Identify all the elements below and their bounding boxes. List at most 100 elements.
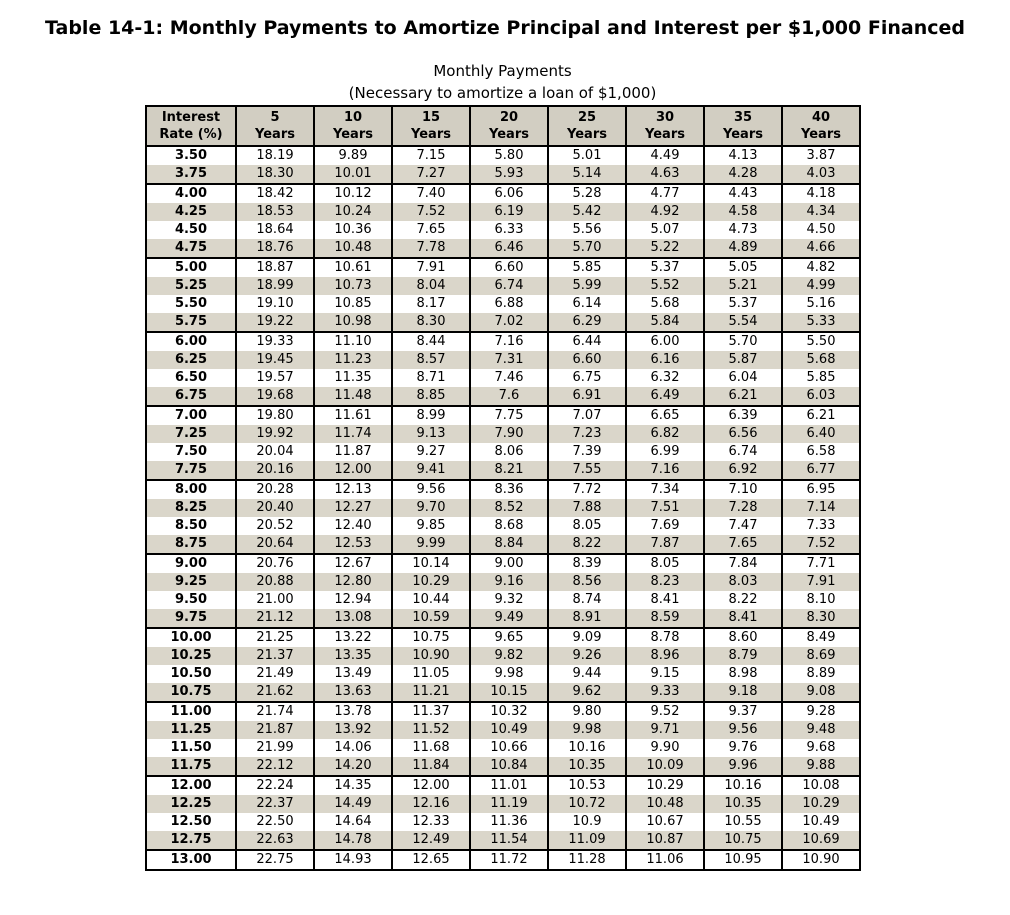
- payment-cell: 6.39: [703, 405, 782, 425]
- payment-cell: 8.85: [391, 387, 470, 406]
- payment-cell: 10.66: [469, 739, 548, 757]
- payment-cell: 18.19: [235, 146, 314, 165]
- payment-cell: 7.55: [547, 461, 626, 480]
- rate-cell: 8.75: [146, 535, 236, 554]
- payment-cell: 9.96: [703, 757, 782, 776]
- payment-cell: 19.92: [235, 425, 314, 443]
- payment-cell: 10.15: [469, 683, 548, 702]
- payment-cell: 8.71: [391, 369, 470, 387]
- payment-cell: 12.65: [391, 849, 470, 870]
- payment-cell: 5.01: [547, 146, 626, 165]
- rate-cell: 7.75: [146, 461, 236, 480]
- payment-cell: 8.36: [469, 479, 548, 499]
- payment-cell: 7.91: [391, 257, 470, 277]
- payment-cell: 10.87: [625, 831, 704, 850]
- payment-cell: 5.50: [781, 331, 860, 351]
- payment-cell: 6.60: [547, 351, 626, 369]
- table-row: 4.50 18.64 10.36 7.65 6.33 5.56 5.07 4.73 4.50: [146, 221, 860, 239]
- payment-cell: 6.21: [703, 387, 782, 406]
- rate-cell: 4.75: [146, 239, 236, 258]
- payment-cell: 11.36: [469, 813, 548, 831]
- payment-cell: 22.75: [235, 849, 314, 870]
- payment-cell: 12.00: [313, 461, 392, 480]
- payment-cell: 7.69: [625, 517, 704, 535]
- payment-cell: 9.56: [391, 479, 470, 499]
- payment-cell: 10.48: [625, 795, 704, 813]
- payment-cell: 6.06: [469, 183, 548, 203]
- payment-cell: 7.65: [391, 221, 470, 239]
- payment-cell: 10.84: [469, 757, 548, 776]
- rate-cell: 9.75: [146, 609, 236, 628]
- table-row: 10.25 21.37 13.35 10.90 9.82 9.26 8.96 8.79 8.69: [146, 647, 860, 665]
- table-row: 6.00 19.33 11.10 8.44 7.16 6.44 6.00 5.70 5.50: [146, 331, 860, 351]
- payment-cell: 11.48: [313, 387, 392, 406]
- payment-cell: 8.06: [469, 443, 548, 461]
- payment-cell: 7.71: [781, 553, 860, 573]
- payment-cell: 7.39: [547, 443, 626, 461]
- payment-cell: 8.04: [391, 277, 470, 295]
- table-row: 5.75 19.22 10.98 8.30 7.02 6.29 5.84 5.54 5.33: [146, 313, 860, 332]
- rate-cell: 5.75: [146, 313, 236, 332]
- table-row: 11.75 22.12 14.20 11.84 10.84 10.35 10.09 9.96 9…: [146, 757, 860, 776]
- payment-cell: 11.68: [391, 739, 470, 757]
- payment-cell: 21.74: [235, 701, 314, 721]
- payment-cell: 7.33: [781, 517, 860, 535]
- payment-cell: 4.73: [703, 221, 782, 239]
- payment-cell: 7.52: [781, 535, 860, 554]
- payment-cell: 11.72: [469, 849, 548, 870]
- payment-cell: 7.28: [703, 499, 782, 517]
- table-row: 7.75 20.16 12.00 9.41 8.21 7.55 7.16 6.92 6.77: [146, 461, 860, 480]
- rate-cell: 7.00: [146, 405, 236, 425]
- payment-cell: 10.73: [313, 277, 392, 295]
- rate-cell: 12.25: [146, 795, 236, 813]
- rate-cell: 11.50: [146, 739, 236, 757]
- payment-cell: 8.17: [391, 295, 470, 313]
- payment-cell: 22.37: [235, 795, 314, 813]
- payment-cell: 5.68: [781, 351, 860, 369]
- payment-cell: 13.35: [313, 647, 392, 665]
- rate-cell: 9.50: [146, 591, 236, 609]
- payment-cell: 10.35: [703, 795, 782, 813]
- payment-cell: 8.69: [781, 647, 860, 665]
- payment-cell: 10.98: [313, 313, 392, 332]
- payment-cell: 13.78: [313, 701, 392, 721]
- table-row: 9.00 20.76 12.67 10.14 9.00 8.39 8.05 7.84 7.71: [146, 553, 860, 573]
- payment-cell: 6.88: [469, 295, 548, 313]
- payment-cell: 6.60: [469, 257, 548, 277]
- payment-cell: 20.04: [235, 443, 314, 461]
- payment-cell: 5.05: [703, 257, 782, 277]
- table-row: 8.50 20.52 12.40 9.85 8.68 8.05 7.69 7.47 7.33: [146, 517, 860, 535]
- payment-cell: 4.49: [625, 146, 704, 165]
- table-row: 12.50 22.50 14.64 12.33 11.36 10.9 10.67 10.55 1…: [146, 813, 860, 831]
- table-row: 8.00 20.28 12.13 9.56 8.36 7.72 7.34 7.10 6.95: [146, 479, 860, 499]
- payment-cell: 18.87: [235, 257, 314, 277]
- payment-cell: 7.40: [391, 183, 470, 203]
- payment-cell: 11.37: [391, 701, 470, 721]
- payment-cell: 6.91: [547, 387, 626, 406]
- payment-cell: 7.72: [547, 479, 626, 499]
- payment-cell: 9.99: [391, 535, 470, 554]
- payment-cell: 5.68: [625, 295, 704, 313]
- payment-cell: 21.87: [235, 721, 314, 739]
- header-line: 25: [577, 110, 597, 125]
- payment-cell: 6.74: [469, 277, 548, 295]
- payment-cell: 9.70: [391, 499, 470, 517]
- payment-cell: 12.16: [391, 795, 470, 813]
- rate-cell: 9.00: [146, 553, 236, 573]
- payment-cell: 9.37: [703, 701, 782, 721]
- payment-cell: 10.55: [703, 813, 782, 831]
- payment-cell: 11.10: [313, 331, 392, 351]
- column-header-30-years: 30 Years: [625, 106, 704, 147]
- payment-cell: 9.27: [391, 443, 470, 461]
- payment-cell: 10.49: [781, 813, 860, 831]
- table-row: 5.25 18.99 10.73 8.04 6.74 5.99 5.52 5.21 4.99: [146, 277, 860, 295]
- payment-cell: 5.85: [547, 257, 626, 277]
- column-header-40-years: 40 Years: [781, 106, 860, 147]
- header-line: Years: [333, 127, 373, 142]
- table-body: 3.50 18.19 9.89 7.15 5.80 5.01 4.49 4.13 3.87 3.7…: [146, 146, 860, 870]
- payment-cell: 10.09: [625, 757, 704, 776]
- payment-cell: 10.53: [547, 775, 626, 795]
- payment-cell: 7.34: [625, 479, 704, 499]
- table-row: 8.75 20.64 12.53 9.99 8.84 8.22 7.87 7.65 7.52: [146, 535, 860, 554]
- payment-cell: 5.16: [781, 295, 860, 313]
